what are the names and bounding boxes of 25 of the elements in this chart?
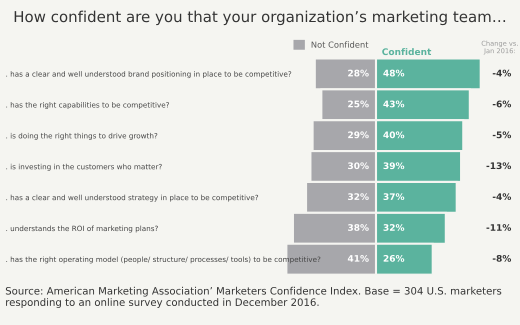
annotation: -4% [492,193,512,200]
data-label: 37% [384,193,404,200]
data-label: 39% [384,162,404,170]
data-label: 32% [384,224,404,231]
data-label: 26% [384,254,404,262]
series-label: Confident [382,48,432,56]
source-note: Source: American Marketing Association’ Marketers Confidence Index. Base = 304 U.S. marketers responding to an online survey conducted in December 2016. [6,286,502,308]
annotation: -6% [492,100,512,108]
data-label: 28% [348,70,369,76]
data-label: 29% [348,131,369,138]
annotation: -5% [492,131,512,138]
annotation: -4% [492,70,512,76]
data-label: 48% [383,70,404,76]
data-label: 40% [383,131,404,138]
annotation: -11% [486,224,512,231]
annotation: -8% [492,254,512,262]
chart-title: How confident are you that your organization’s marketing team… [14,10,506,26]
data-label: 25% [348,100,369,108]
data-label: 30% [348,162,369,170]
data-label: 32% [348,193,369,200]
legend-label: Not Confident [312,41,368,48]
data-label: 43% [383,100,404,108]
data-label: 41% [348,254,369,262]
annotation: -13% [486,162,512,170]
data-label: 38% [348,224,369,231]
